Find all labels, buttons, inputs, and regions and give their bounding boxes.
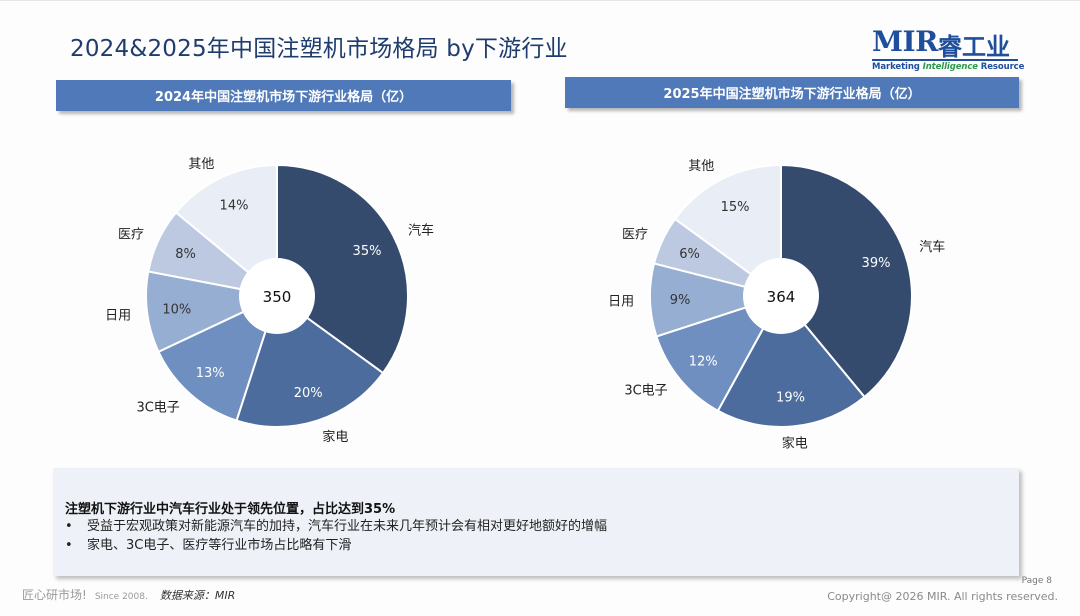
pie-2025-slice-3c bbox=[655, 294, 784, 413]
pie-2024-category-label: 日用 bbox=[105, 308, 131, 323]
summary-box: 注塑机下游行业中汽车行业处于领先位置，占比达到35% • 受益于宏观政策对新能源汽… bbox=[53, 468, 1019, 576]
pie-2024-slice-other bbox=[174, 163, 278, 299]
chart-2024-title: 2024年中国注塑机市场下游行业格局（亿） bbox=[56, 80, 511, 111]
summary-bullets: • 受益于宏观政策对新能源汽车的加持，汽车行业在未来几年预计会有相对更好地额好的增… bbox=[65, 517, 607, 555]
summary-bullet-text: 受益于宏观政策对新能源汽车的加持，汽车行业在未来几年预计会有相对更好地额好的增幅 bbox=[87, 519, 608, 534]
logo-tagline-c: Resource bbox=[977, 62, 1025, 72]
pie-2024-percent-label: 14% bbox=[220, 199, 249, 214]
logo-tagline-a: Marketing bbox=[872, 62, 923, 72]
chart-2025-title: 2025年中国注塑机市场下游行业格局（亿） bbox=[565, 77, 1019, 108]
page-title: 2024&2025年中国注塑机市场格局 by下游行业 bbox=[70, 36, 568, 62]
pie-2025-percent-label: 19% bbox=[776, 391, 805, 406]
pie-2025-percent-label: 9% bbox=[670, 293, 691, 308]
pie-2024-percent-label: 13% bbox=[196, 366, 225, 381]
pie-2024-category-label: 医疗 bbox=[118, 227, 144, 242]
bullet-glyph: • bbox=[65, 538, 73, 553]
pie-2024-percent-label: 20% bbox=[294, 386, 323, 401]
summary-bullet: • 家电、3C电子、医疗等行业市场占比略有下滑 bbox=[65, 536, 607, 555]
pie-2025-category-label: 家电 bbox=[782, 435, 808, 451]
summary-headline: 注塑机下游行业中汽车行业处于领先位置，占比达到35% bbox=[65, 502, 396, 517]
summary-bullet-text: 家电、3C电子、医疗等行业市场占比略有下滑 bbox=[87, 538, 352, 553]
pie-2025-category-label: 汽车 bbox=[919, 239, 945, 255]
pie-2024-category-label: 汽车 bbox=[408, 222, 434, 238]
pie-2025-category-label: 医疗 bbox=[622, 227, 648, 242]
logo-chinese-name: 睿工业 bbox=[938, 33, 1010, 61]
pie-2025-percent-label: 12% bbox=[689, 354, 718, 369]
summary-bullet: • 受益于宏观政策对新能源汽车的加持，汽车行业在未来几年预计会有相对更好地额好的增… bbox=[65, 517, 607, 536]
pie-2025-center-hole bbox=[743, 258, 819, 334]
footer-slogan: 匠心研市场! bbox=[22, 588, 87, 602]
logo-tagline: Marketing Intelligence Resource bbox=[872, 62, 1024, 72]
pie-2024-percent-label: 35% bbox=[353, 244, 382, 259]
pie-2025-slice-appliance bbox=[716, 294, 866, 428]
pie-2025-category-label: 日用 bbox=[608, 295, 634, 310]
pie-2024-center-total: 350 bbox=[263, 288, 292, 306]
copyright: Copyright@ 2026 MIR. All rights reserved… bbox=[827, 590, 1058, 603]
pie-2025-category-label: 其他 bbox=[688, 159, 714, 174]
pie-2024-slice-3c bbox=[157, 294, 279, 422]
pie-2025-slice-auto bbox=[780, 163, 913, 399]
footer-left: 匠心研市场! Since 2008. 数据来源：MIR bbox=[22, 586, 235, 603]
pie-2025-category-label: 3C电子 bbox=[624, 384, 667, 399]
mir-logo: MIR 睿工业 Marketing Intelligence Resource bbox=[872, 25, 1024, 75]
logo-tagline-b: Intelligence bbox=[922, 62, 978, 72]
pie-2024-center-hole bbox=[239, 258, 315, 334]
pie-2025-percent-label: 6% bbox=[679, 247, 700, 262]
page-number: Page 8 bbox=[1021, 576, 1052, 586]
logo-underline bbox=[872, 59, 1018, 61]
pie-2024-slice-auto bbox=[276, 163, 409, 375]
pie-2024-category-label: 3C电子 bbox=[136, 400, 179, 415]
pie-2025-center-total: 364 bbox=[767, 288, 796, 306]
pie-2024-category-label: 家电 bbox=[322, 429, 348, 445]
pie-2024-percent-label: 8% bbox=[175, 247, 196, 262]
pie-2025-slice-other bbox=[673, 163, 782, 298]
logo-mark: MIR bbox=[872, 25, 938, 58]
pie-2025-percent-label: 39% bbox=[862, 256, 891, 271]
pie-2025-percent-label: 15% bbox=[721, 200, 750, 215]
bullet-glyph: • bbox=[65, 519, 73, 534]
footer-source: 数据来源：MIR bbox=[159, 589, 236, 602]
pie-2024-percent-label: 10% bbox=[162, 303, 191, 318]
footer-since: Since 2008. bbox=[94, 592, 148, 602]
pie-2024-category-label: 其他 bbox=[188, 157, 214, 172]
